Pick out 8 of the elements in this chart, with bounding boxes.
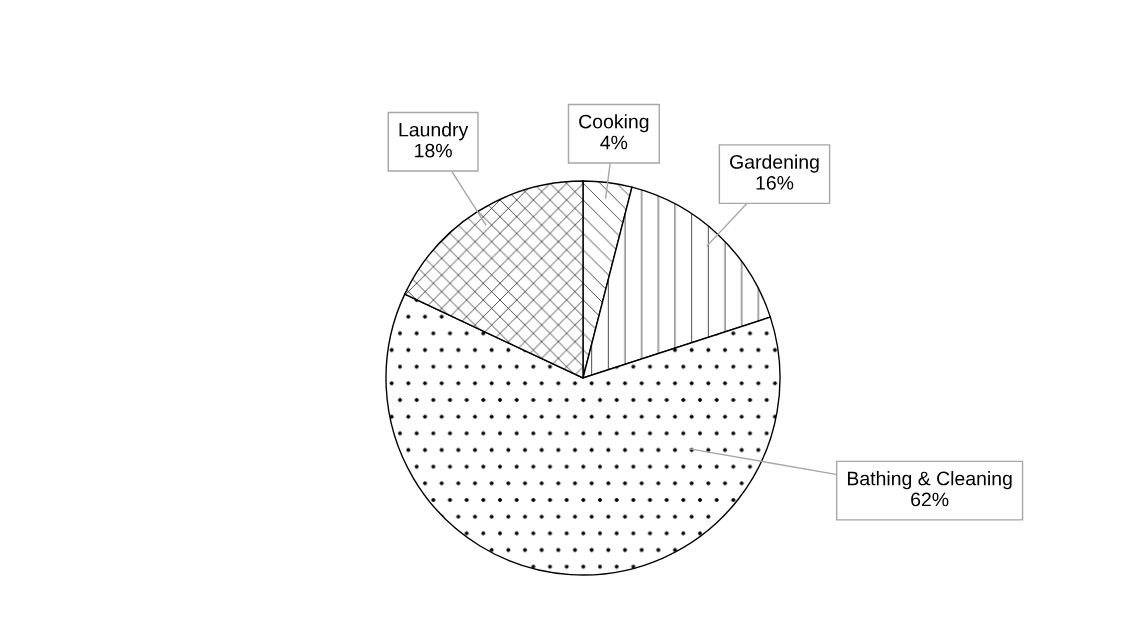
slice-label: Laundry (399, 122, 469, 141)
data-label: 18% (415, 143, 452, 158)
slice-label: Gardening (730, 154, 819, 173)
data-label: 62% (911, 492, 949, 507)
data-label: 4% (600, 135, 628, 150)
data-label: 16% (756, 176, 794, 190)
slice-label: Bathing & Cleaning (847, 471, 1012, 490)
slice-label: Cooking (579, 114, 649, 133)
